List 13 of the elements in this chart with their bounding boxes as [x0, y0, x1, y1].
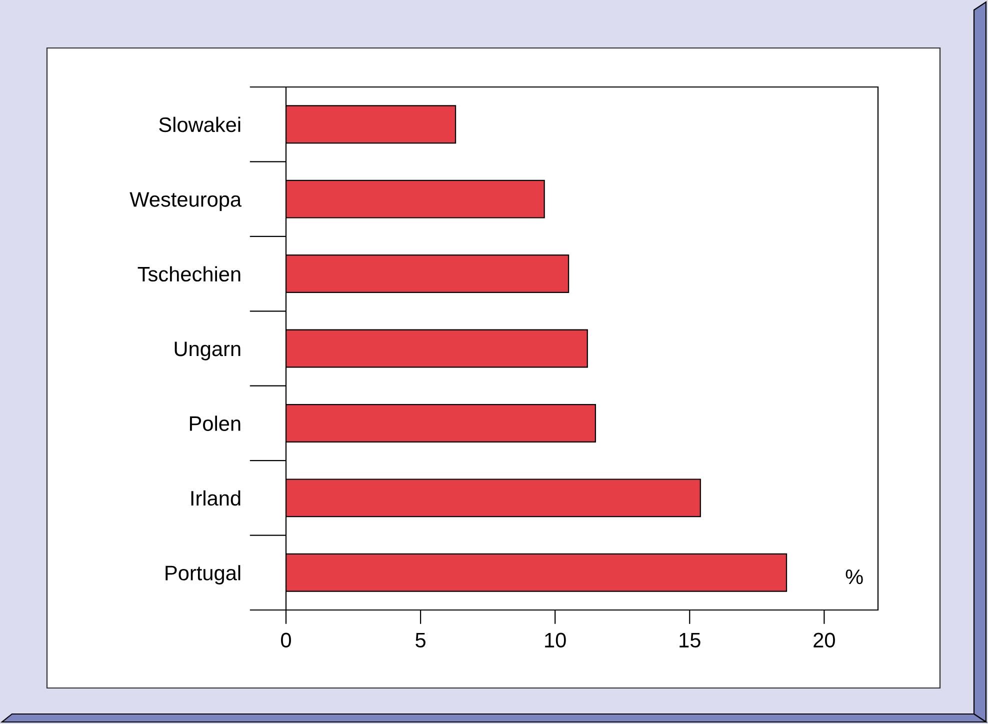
x-tick-label: 20	[814, 632, 835, 648]
y-tick-label: Irland	[191, 490, 240, 506]
y-tick-label: Slowakei	[159, 116, 240, 132]
x-tick-label: 5	[416, 632, 426, 648]
annotation: %	[846, 570, 863, 584]
x-tick-label: 15	[680, 632, 700, 648]
x-tick-label: 10	[545, 632, 566, 648]
y-tick-label: Polen	[190, 416, 240, 431]
y-tick-label: Tschechien	[138, 266, 240, 282]
y-tick-label: Westeuropa	[130, 192, 242, 211]
x-tick-label: 0	[281, 632, 291, 648]
y-tick-label: Portugal	[166, 565, 240, 585]
y-tick-label: Ungarn	[174, 342, 240, 360]
